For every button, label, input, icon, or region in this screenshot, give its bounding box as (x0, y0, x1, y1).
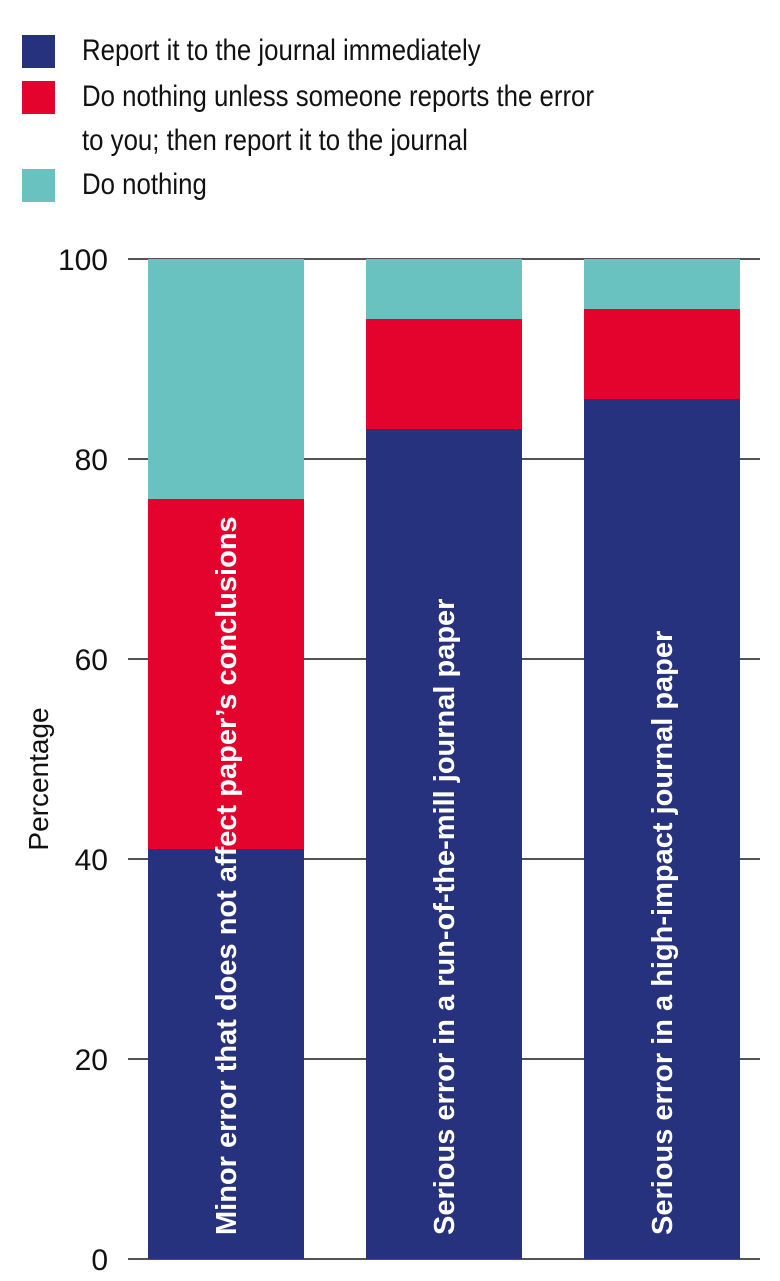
bar-2-segment-1 (366, 429, 522, 1259)
bar-2-segment-2 (366, 319, 522, 429)
legend-swatch-2 (22, 81, 55, 114)
y-tick-label-0: 0 (91, 1244, 108, 1277)
y-tick-label-80: 80 (75, 444, 108, 477)
legend: Report it to the journal immediately Do n… (0, 0, 780, 220)
legend-swatch-3 (22, 169, 55, 202)
bar-1-segment-1 (148, 849, 304, 1259)
category-label-3: Serious error in a high-impact journal p… (647, 631, 679, 1235)
y-tick-label-100: 100 (58, 244, 108, 277)
y-tick-label-20: 20 (75, 1044, 108, 1077)
y-axis-title: Percentage (23, 707, 54, 850)
category-label-1: Minor error that does not affect paper’s… (211, 516, 243, 1235)
legend-label-2: Do nothing unless someone reports the er… (82, 80, 594, 157)
legend-label-3: Do nothing (82, 168, 207, 201)
bar-3-segment-1 (584, 399, 740, 1259)
legend-label-1: Report it to the journal immediately (82, 34, 481, 67)
category-label-2: Serious error in a run-of-the-mill journ… (429, 599, 461, 1235)
y-tick-label-40: 40 (75, 844, 108, 877)
legend-swatch-1 (22, 35, 55, 68)
bar-2-segment-3 (366, 259, 522, 319)
bar-1-segment-2 (148, 499, 304, 849)
bar-1-segment-3 (148, 259, 304, 499)
bar-3-segment-2 (584, 309, 740, 399)
bar-3-segment-3 (584, 259, 740, 309)
y-tick-label-60: 60 (75, 644, 108, 677)
